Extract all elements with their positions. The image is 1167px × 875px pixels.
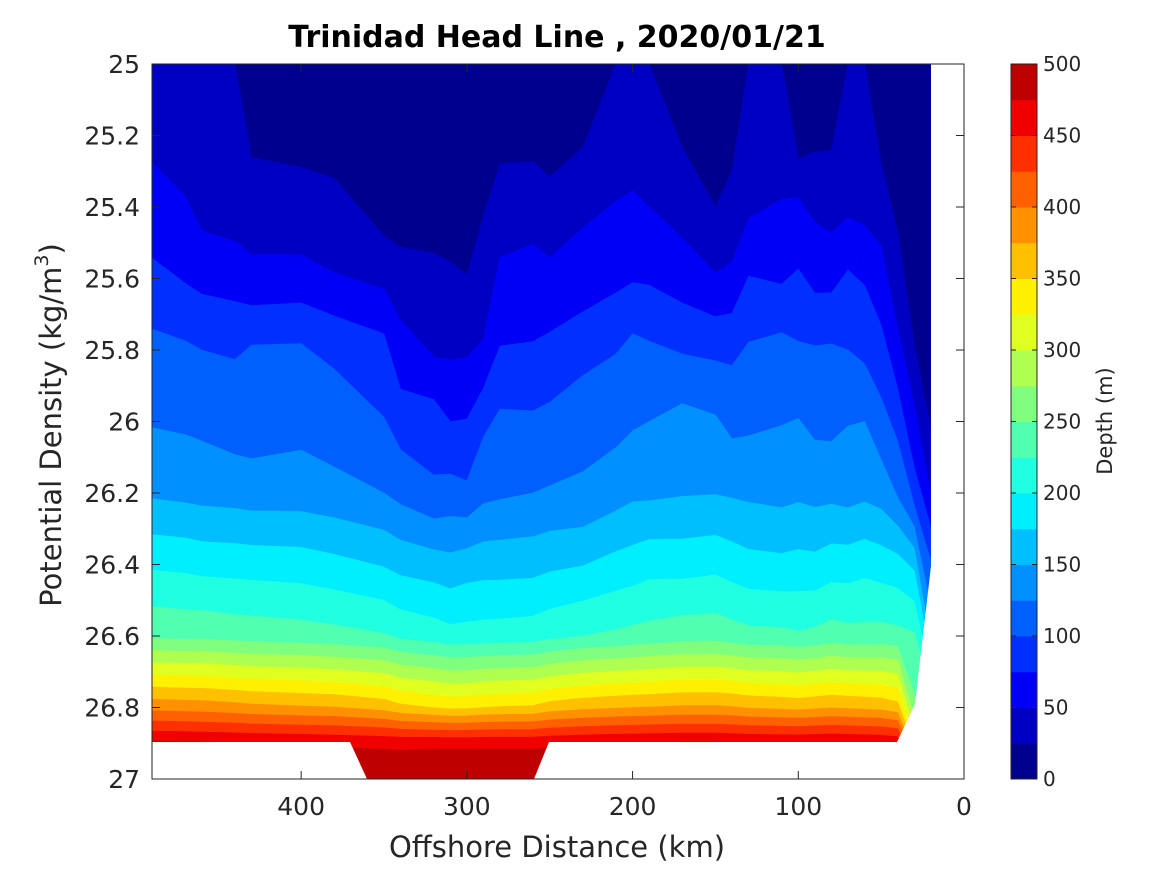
x-tick-label: 300 [443,792,491,821]
colorbar-tick-label: 500 [1043,52,1081,76]
y-tick-label: 26 [108,408,140,437]
colorbar-swatch-150 [1011,528,1037,565]
x-axis: 400 300 200 100 0 [277,64,972,821]
y-tick-label: 26.2 [84,479,140,508]
y-axis-label-close: ) [34,243,68,254]
colorbar-tick-label: 0 [1043,767,1056,791]
colorbar-swatch-275 [1011,350,1037,387]
colorbar-swatch-75 [1011,636,1037,673]
y-tick-label: 25 [108,50,140,79]
y-tick-label: 25.2 [84,122,140,151]
colorbar-swatch-25 [1011,707,1037,744]
colorbar-swatch-375 [1011,207,1037,244]
colorbar-swatch-300 [1011,314,1037,351]
y-axis-label-base: Potential Density (kg/m [34,267,68,607]
colorbar-swatch-400 [1011,171,1037,208]
colorbar-tick-label: 100 [1043,624,1081,648]
y-axis-label: Potential Density (kg/m3) [31,243,68,607]
contour-layer [152,64,964,779]
y-tick-label: 27 [108,765,140,794]
colorbar: 0 50 100 150 200 250 300 350 400 450 500 [1010,52,1081,791]
x-tick-label: 200 [609,792,657,821]
colorbar-swatch-250 [1011,385,1037,422]
y-tick-label: 26.4 [84,551,140,580]
y-axis-label-superscript: 3 [31,254,53,266]
colorbar-tick-label: 300 [1043,338,1081,362]
colorbar-tick-label: 150 [1043,553,1081,577]
colorbar-tick-label: 200 [1043,481,1081,505]
colorbar-swatch-225 [1011,421,1037,458]
y-tick-label: 26.8 [84,694,140,723]
colorbar-tick-label: 400 [1043,195,1081,219]
y-tick-label: 25.6 [84,265,140,294]
colorbar-swatch-200 [1011,457,1037,494]
colorbar-swatch-0 [1011,743,1037,780]
chart-title: Trinidad Head Line , 2020/01/21 [288,20,825,55]
y-axis: 25 25.2 25.4 25.6 25.8 26 26.2 26.4 26.6 26.8 27 [84,50,964,794]
colorbar-tick-label: 350 [1043,267,1081,291]
nodata-region-right [534,64,964,779]
y-tick-label: 26.6 [84,622,140,651]
x-tick-label: 100 [774,792,822,821]
colorbar-tick-label: 250 [1043,410,1081,434]
colorbar-swatch-350 [1011,242,1037,279]
x-tick-label: 0 [956,792,972,821]
nodata-region-left [152,742,367,779]
y-tick-label: 25.4 [84,193,140,222]
colorbar-tick-label: 50 [1043,696,1068,720]
colorbar-swatch-450 [1011,99,1037,136]
colorbar-swatch-175 [1011,493,1037,530]
colorbar-swatch-125 [1011,564,1037,601]
colorbar-swatch-50 [1011,671,1037,708]
colorbar-swatch-425 [1011,135,1037,172]
colorbar-swatch-325 [1011,278,1037,315]
colorbar-swatch-100 [1011,600,1037,637]
x-tick-label: 400 [277,792,325,821]
y-tick-label: 25.8 [84,336,140,365]
colorbar-swatch-475 [1011,64,1037,101]
x-axis-label: Offshore Distance (km) [389,830,725,864]
colorbar-label: Depth (m) [1093,367,1117,474]
colorbar-tick-label: 450 [1043,124,1081,148]
